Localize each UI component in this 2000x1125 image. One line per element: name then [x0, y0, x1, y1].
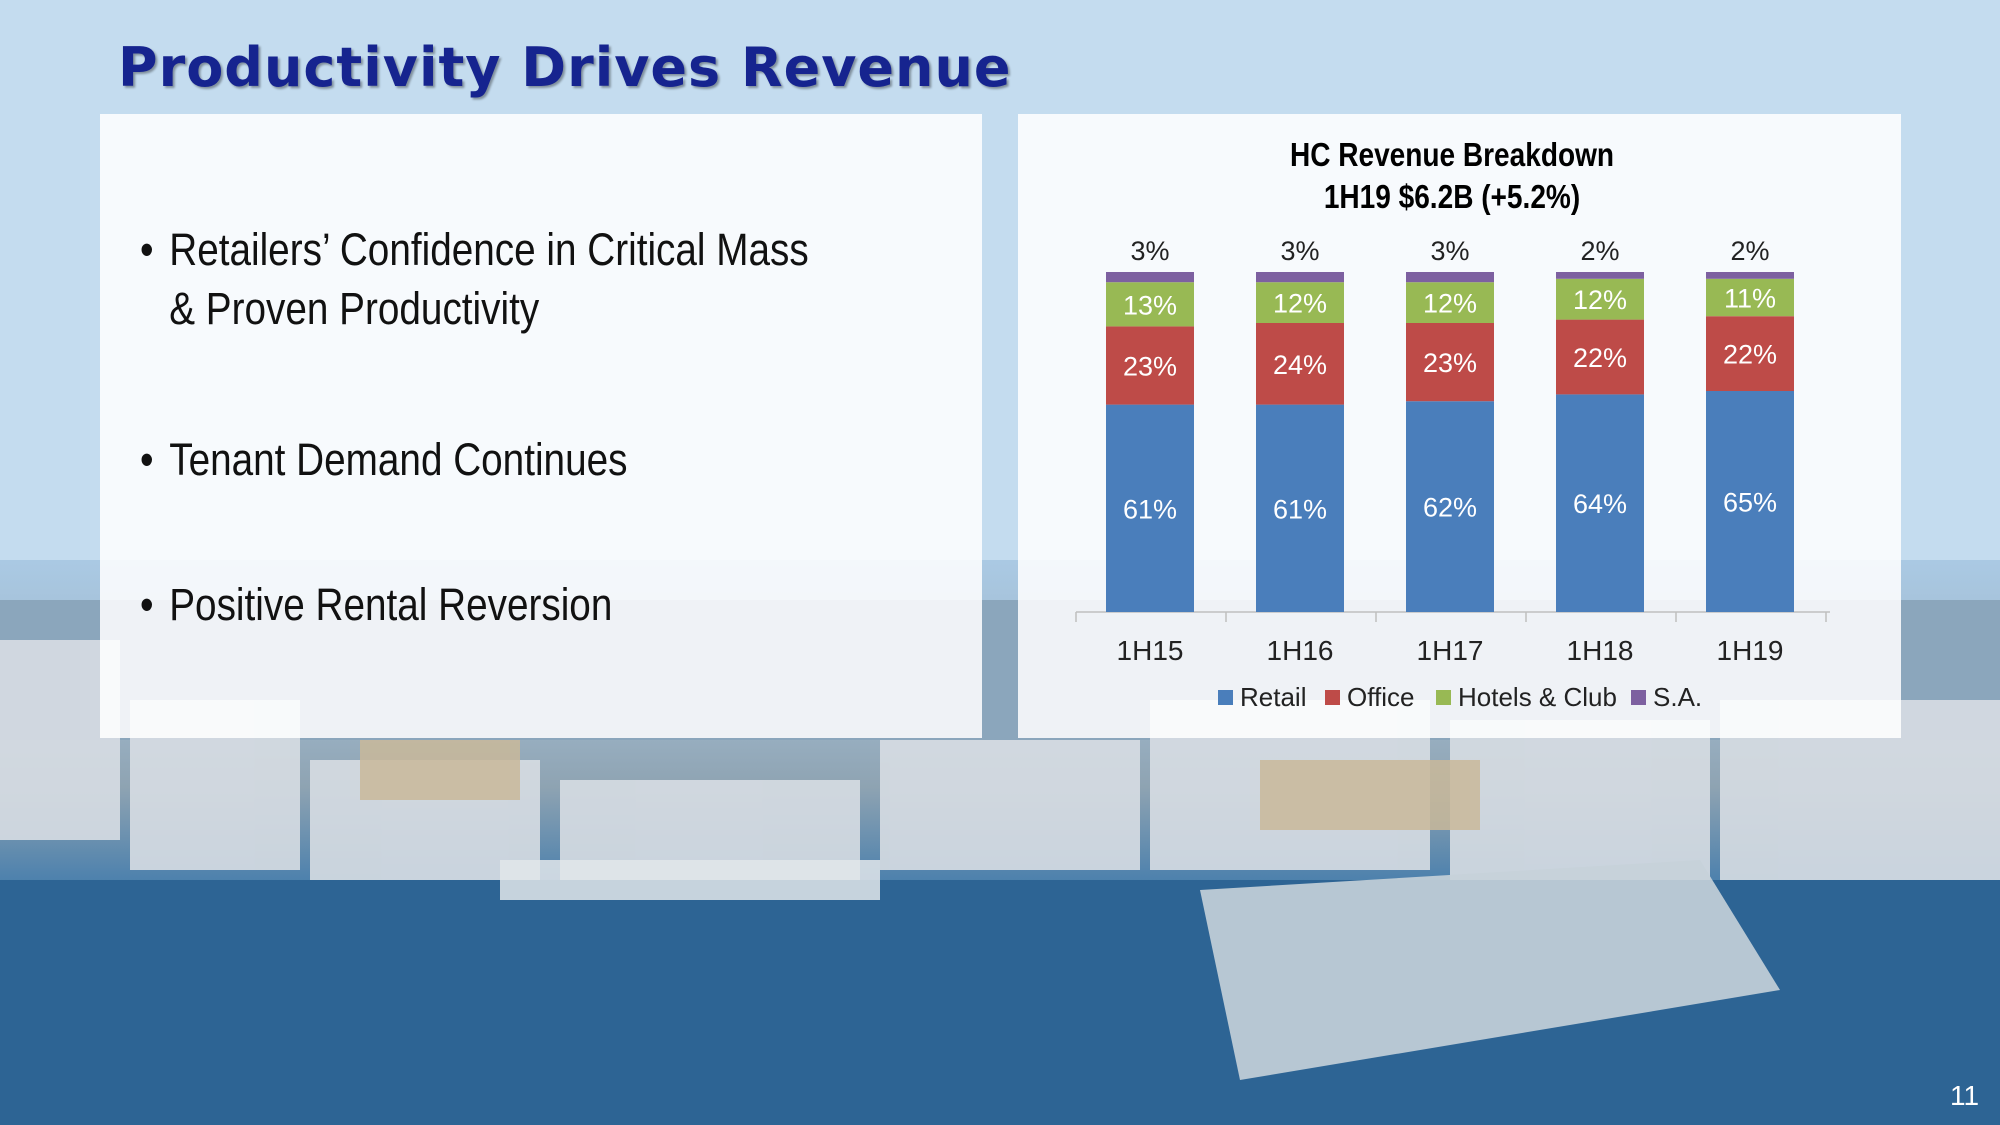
data-label-office-1h17: 23%	[1423, 348, 1477, 378]
bullet-item-tenant-demand: • Tenant Demand Continues	[140, 430, 828, 489]
legend-label-office: Office	[1347, 682, 1414, 712]
data-label-office-1h19: 22%	[1723, 340, 1777, 370]
bullet-dot-icon: •	[140, 224, 154, 275]
data-label-retail-1h15: 61%	[1123, 494, 1177, 524]
legend-swatch-retail	[1218, 690, 1233, 705]
bar-s-a-1h15	[1106, 272, 1194, 283]
x-tick-label-1h17: 1H17	[1417, 635, 1484, 666]
bar-hotels-club-1h16	[1256, 282, 1344, 323]
bar-hotels-club-1h17	[1406, 282, 1494, 323]
bullet-dot-icon: •	[140, 434, 154, 485]
data-label-retail-1h16: 61%	[1273, 494, 1327, 524]
bullet-item-rental-reversion: • Positive Rental Reversion	[140, 575, 828, 634]
x-tick-label-1h15: 1H15	[1117, 635, 1184, 666]
bar-office-1h17	[1406, 323, 1494, 402]
legend-label-s-a: S.A.	[1653, 682, 1702, 712]
legend-swatch-hotels-club	[1436, 690, 1451, 705]
bar-s-a-1h19	[1706, 272, 1794, 279]
data-label-hotels-club-1h17: 12%	[1423, 289, 1477, 319]
data-label-s-a-1h15: 3%	[1130, 236, 1169, 266]
bar-office-1h19	[1706, 316, 1794, 391]
data-label-s-a-1h18: 2%	[1580, 236, 1619, 266]
bar-s-a-1h16	[1256, 272, 1344, 283]
data-label-hotels-club-1h19: 11%	[1724, 284, 1776, 314]
chart-subtitle: 1H19 $6.2B (+5.2%)	[1324, 179, 1580, 216]
plot-area: 61% 23% 13% 3% 1H15 61% 24% 12% 3% 1H16 62% 23% 12% 3…	[1075, 236, 1830, 666]
chart-legend: Retail Office Hotels & Club S.A.	[1218, 682, 1702, 712]
data-label-retail-1h17: 62%	[1423, 493, 1477, 523]
data-label-office-1h16: 24%	[1273, 350, 1327, 380]
bar-retail-1h17	[1406, 401, 1494, 612]
data-label-retail-1h19: 65%	[1723, 488, 1777, 518]
bar-office-1h15	[1106, 326, 1194, 405]
data-label-s-a-1h17: 3%	[1430, 236, 1469, 266]
data-label-retail-1h18: 64%	[1573, 489, 1627, 519]
bar-s-a-1h17	[1406, 272, 1494, 283]
bar-office-1h16	[1256, 323, 1344, 405]
bullet-item-critical-mass: • Retailers’ Confidence in Critical Mass…	[140, 220, 828, 338]
bar-retail-1h18	[1556, 394, 1644, 612]
data-label-hotels-club-1h18: 12%	[1573, 285, 1627, 315]
bar-s-a-1h18	[1556, 272, 1644, 279]
data-label-hotels-club-1h15: 13%	[1123, 290, 1177, 320]
slide-title: Productivity Drives Revenue	[118, 36, 1012, 99]
bar-hotels-club-1h15	[1106, 282, 1194, 327]
legend-swatch-s-a	[1631, 690, 1646, 705]
legend-label-hotels-club: Hotels & Club	[1458, 682, 1617, 712]
terminal-pier	[1200, 860, 1780, 1080]
bar-hotels-club-1h19	[1706, 278, 1794, 317]
bar-retail-1h19	[1706, 391, 1794, 612]
x-tick-label-1h18: 1H18	[1567, 635, 1634, 666]
x-tick-label-1h16: 1H16	[1267, 635, 1334, 666]
revenue-breakdown-chart: HC Revenue Breakdown 1H19 $6.2B (+5.2%) …	[1075, 137, 1830, 712]
x-tick-label-1h19: 1H19	[1717, 635, 1784, 666]
bullet-text: Positive Rental Reversion	[169, 579, 613, 630]
warm-buildings	[360, 740, 1480, 830]
legend-label-retail: Retail	[1240, 682, 1306, 712]
data-label-s-a-1h19: 2%	[1730, 236, 1769, 266]
bar-retail-1h16	[1256, 404, 1344, 612]
bar-hotels-club-1h18	[1556, 278, 1644, 320]
bullets-panel	[100, 114, 982, 738]
legend-swatch-office	[1325, 690, 1340, 705]
data-label-hotels-club-1h16: 12%	[1273, 289, 1327, 319]
bar-retail-1h15	[1106, 404, 1194, 612]
ferry-pier	[500, 860, 880, 900]
bullet-dot-icon: •	[140, 579, 154, 630]
data-label-office-1h18: 22%	[1573, 343, 1627, 373]
bullet-text: Retailers’ Confidence in Critical Mass &…	[169, 224, 809, 334]
chart-title: HC Revenue Breakdown	[1290, 137, 1614, 174]
data-label-office-1h15: 23%	[1123, 352, 1177, 382]
bullet-text: Tenant Demand Continues	[169, 434, 628, 485]
page-number: 11	[1950, 1080, 1980, 1111]
data-label-s-a-1h16: 3%	[1280, 236, 1319, 266]
bar-office-1h18	[1556, 319, 1644, 395]
